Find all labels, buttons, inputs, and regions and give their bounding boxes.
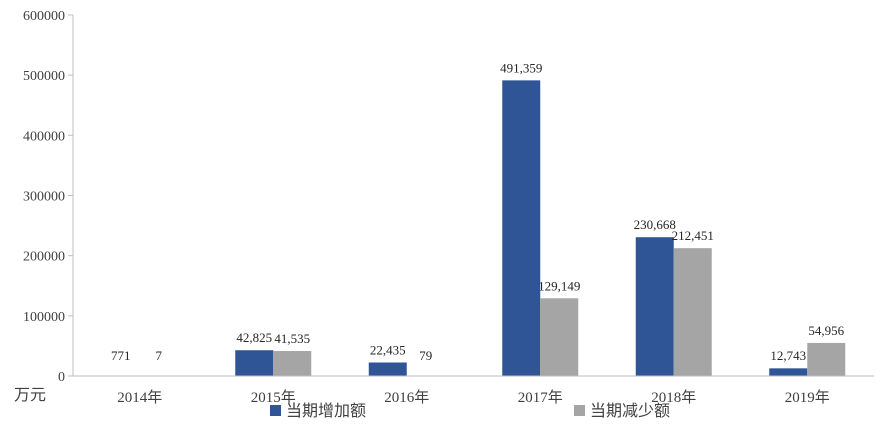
bar-decrease (807, 342, 846, 376)
data-label: 129,149 (538, 278, 580, 293)
data-label: 54,956 (808, 323, 844, 338)
bar-increase (769, 368, 808, 376)
x-category-label: 2018年 (651, 389, 696, 406)
data-labels: 771 7 42,825 41,535 22,435 79 491,359 129,149 23… (111, 60, 845, 363)
x-category-label: 2019年 (785, 389, 830, 406)
y-axis: 0 100000 200000 300000 400000 500000 600000 (23, 9, 74, 385)
data-label: 42,825 (236, 330, 272, 345)
data-label: 771 (111, 348, 131, 363)
bar-decrease (540, 298, 579, 376)
data-label: 230,668 (634, 217, 676, 232)
bar-decrease (273, 351, 312, 376)
bars (101, 80, 846, 377)
x-category-label: 2016年 (384, 389, 429, 406)
legend-swatch-1 (270, 405, 281, 416)
y-tick-label: 500000 (23, 69, 65, 84)
y-tick-label: 300000 (23, 190, 65, 205)
data-label: 491,359 (500, 60, 542, 75)
x-category-label: 2017年 (518, 389, 563, 406)
y-tick-label: 100000 (23, 310, 65, 325)
y-tick-label: 200000 (23, 250, 65, 265)
data-label: 79 (419, 348, 432, 363)
x-category-label: 2015年 (251, 389, 296, 406)
legend-label-2: 当期减少额 (590, 402, 670, 420)
data-label: 12,743 (770, 348, 806, 363)
data-label: 212,451 (672, 228, 714, 243)
bar-increase (635, 237, 674, 376)
bar-increase (235, 350, 274, 376)
y-unit-label: 万元 (14, 387, 46, 404)
legend-label-1: 当期增加额 (286, 402, 366, 420)
bar-increase (502, 80, 541, 377)
data-label: 7 (156, 348, 163, 363)
legend: 当期增加额 当期减少额 (270, 402, 670, 420)
x-category-label: 2014年 (117, 389, 162, 406)
data-label: 22,435 (370, 343, 406, 358)
bar-increase (368, 362, 407, 376)
y-tick-label: 600000 (23, 9, 65, 24)
y-tick-label: 0 (58, 370, 65, 385)
y-tick-label: 400000 (23, 129, 65, 144)
bar-decrease (673, 248, 712, 376)
x-axis: 2014年 2015年 2016年 2017年 2018年 2019年 (73, 375, 874, 406)
legend-swatch-2 (574, 405, 585, 416)
data-label: 41,535 (274, 331, 310, 346)
